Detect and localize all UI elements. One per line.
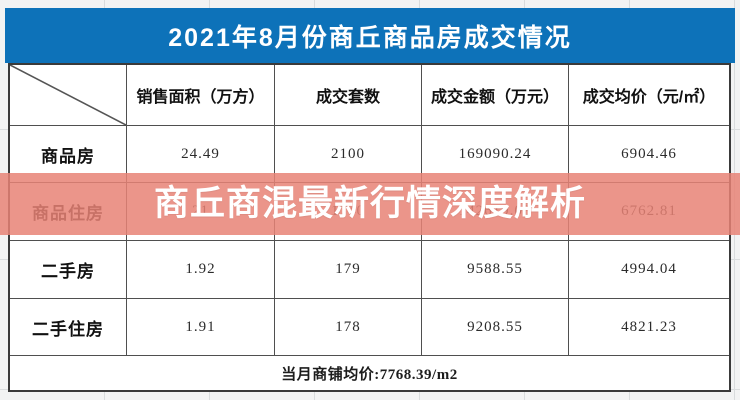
avg-price-cell: 6904.46 (569, 126, 729, 182)
footer-row-shop-avg-price: 当月商铺均价:7768.39/m2 (10, 356, 729, 390)
column-header-label: 成交套数 (315, 89, 380, 106)
column-header-label: 成交均价（元/㎡） (582, 89, 716, 106)
amount-cell: 9208.55 (422, 299, 569, 355)
column-header-label: 销售面积（万方） (136, 89, 265, 106)
row-label: 二手住房 (32, 319, 104, 339)
cell-value: 4994.04 (621, 261, 677, 277)
cell-value: 179 (335, 261, 361, 277)
cell-value: 4821.23 (621, 318, 677, 335)
column-header-avg-price: 成交均价（元/㎡） (569, 65, 729, 125)
corner-cell (10, 65, 127, 125)
cell-value: 2100 (331, 145, 365, 162)
area-cell: 1.92 (127, 241, 275, 298)
cell-value: 1740 (331, 203, 365, 219)
cell-value: 1.91 (185, 318, 216, 335)
cell-value: 142619.03 (458, 203, 532, 219)
cell-value: 6904.46 (621, 145, 677, 162)
row-label-cell: 商品房 (10, 126, 127, 182)
transactions-table: 销售面积（万方） 成交套数 成交金额（万元） 成交均价（元/㎡） 商品房 24.… (8, 63, 731, 392)
avg-price-cell: 6762.81 (569, 183, 729, 240)
cell-value: 6762.81 (621, 203, 677, 219)
row-label-cell: 商品住房 (10, 183, 127, 240)
column-header-label: 成交金额（万元） (430, 89, 559, 106)
amount-cell: 142619.03 (422, 183, 569, 240)
column-header-units: 成交套数 (275, 65, 422, 125)
row-label-cell: 二手住房 (10, 299, 127, 355)
diagonal-line (10, 65, 126, 125)
column-header-area: 销售面积（万方） (127, 65, 275, 125)
table-row-secondhand-residential: 二手住房 1.91 178 9208.55 4821.23 (10, 299, 729, 356)
table-title: 2021年8月份商丘商品房成交情况 (168, 23, 572, 52)
cell-value: 169090.24 (458, 145, 532, 162)
avg-price-cell: 4994.04 (569, 241, 729, 298)
units-cell: 178 (275, 299, 422, 355)
amount-cell: 169090.24 (422, 126, 569, 182)
avg-price-cell: 4821.23 (569, 299, 729, 355)
cell-value: 24.49 (181, 145, 220, 162)
area-cell: 24.49 (127, 126, 275, 182)
row-label: 商品住房 (32, 204, 104, 223)
header-row: 销售面积（万方） 成交套数 成交金额（万元） 成交均价（元/㎡） (10, 65, 729, 126)
table-title-bar: 2021年8月份商丘商品房成交情况 (5, 8, 735, 63)
row-label: 商品房 (41, 146, 95, 166)
area-cell: 21 (127, 183, 275, 240)
row-label: 二手房 (41, 262, 95, 281)
cell-value: 1.92 (185, 261, 216, 277)
units-cell: 1740 (275, 183, 422, 240)
units-cell: 179 (275, 241, 422, 298)
amount-cell: 9588.55 (422, 241, 569, 298)
cell-value: 9588.55 (467, 261, 523, 277)
cell-value: 21 (192, 203, 209, 219)
footer-text: 当月商铺均价:7768.39/m2 (281, 366, 458, 383)
table-row-commodity-housing: 商品房 24.49 2100 169090.24 6904.46 (10, 126, 729, 183)
table-row-commodity-residential: 商品住房 21 1740 142619.03 6762.81 (10, 183, 729, 241)
cell-value: 9208.55 (467, 318, 523, 335)
row-label-cell: 二手房 (10, 241, 127, 298)
table-row-secondhand-housing: 二手房 1.92 179 9588.55 4994.04 (10, 241, 729, 299)
units-cell: 2100 (275, 126, 422, 182)
cell-value: 178 (335, 318, 361, 335)
column-header-amount: 成交金额（万元） (422, 65, 569, 125)
area-cell: 1.91 (127, 299, 275, 355)
